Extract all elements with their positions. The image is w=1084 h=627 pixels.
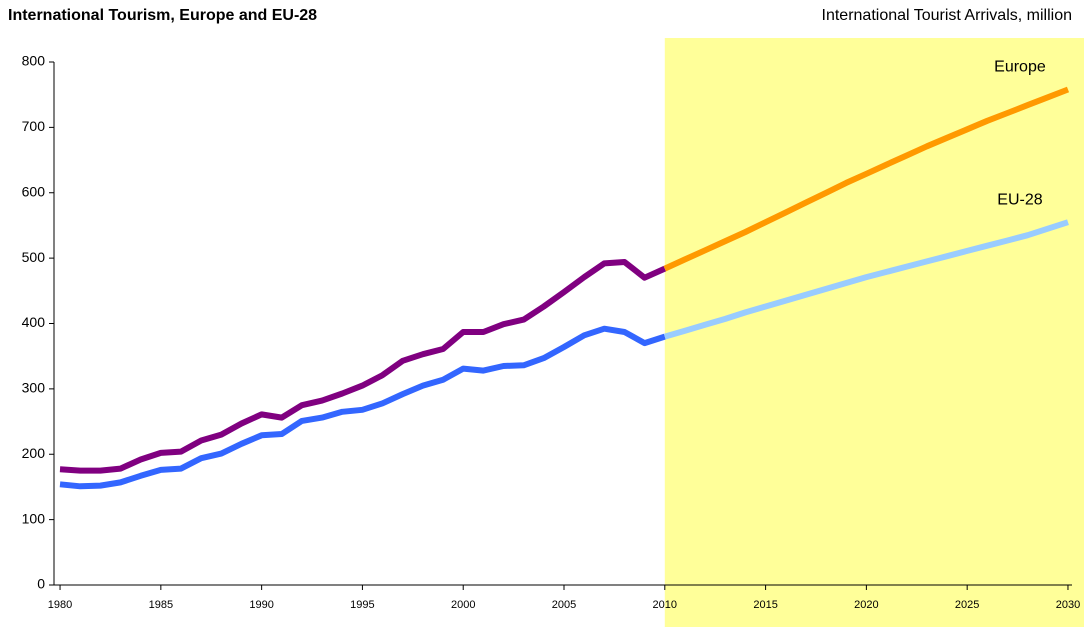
line-history — [59, 259, 667, 474]
x-tick-label: 2010 — [653, 599, 677, 611]
line-forecast — [663, 86, 1070, 272]
series-label: EU-28 — [997, 191, 1042, 208]
x-tick-label: 2020 — [854, 599, 878, 611]
x-tick-label: 2015 — [753, 599, 777, 611]
x-tick-label: 1990 — [249, 599, 273, 611]
series-label: Europe — [994, 59, 1046, 76]
x-tick-label: 1980 — [48, 599, 72, 611]
x-tick-label: 1995 — [350, 599, 374, 611]
x-tick-label: 2005 — [552, 599, 576, 611]
line-forecast — [663, 219, 1069, 340]
chart-title: International Tourism, Europe and EU-28 — [8, 7, 317, 24]
y-tick-label: 0 — [37, 576, 45, 592]
y-tick-label: 400 — [22, 314, 46, 330]
forecast-band — [664, 38, 1084, 627]
y-tick-label: 100 — [22, 510, 46, 526]
x-tick-label: 2000 — [451, 599, 475, 611]
y-tick-label: 600 — [22, 183, 46, 199]
y-tick-label: 500 — [22, 249, 46, 265]
y-tick-label: 800 — [22, 53, 46, 69]
line-history — [59, 325, 666, 490]
x-tick-label: 2030 — [1056, 599, 1080, 611]
x-tick-label: 2025 — [955, 599, 979, 611]
y-tick-label: 700 — [22, 118, 46, 134]
y-tick-label: 300 — [22, 380, 46, 396]
x-tick-label: 1985 — [149, 599, 173, 611]
chart-subtitle: International Tourist Arrivals, million — [822, 7, 1072, 24]
y-tick-label: 200 — [22, 445, 46, 461]
